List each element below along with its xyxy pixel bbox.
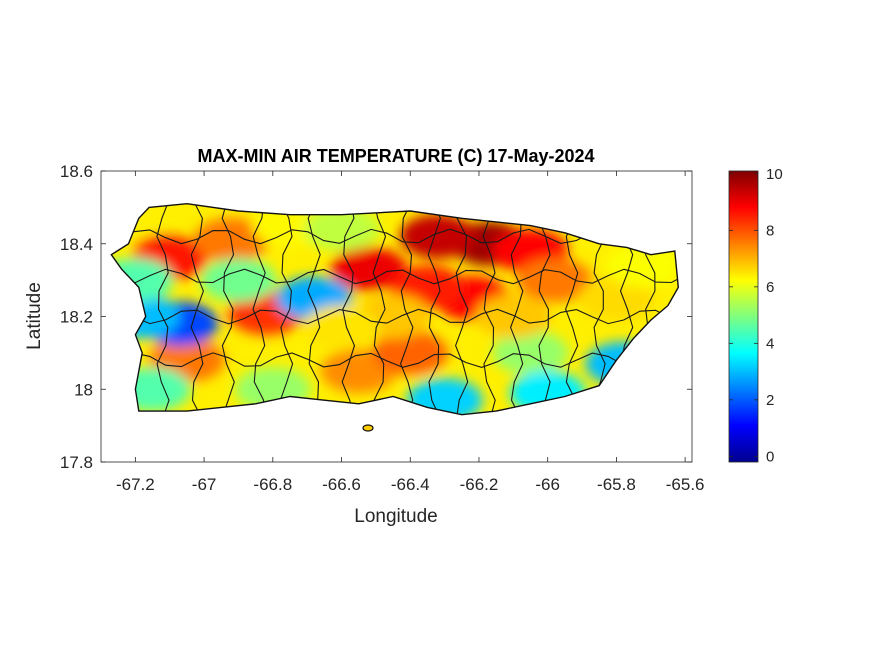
municipality-boundary	[482, 203, 496, 415]
x-tick-label: -66.4	[391, 475, 430, 494]
municipality-boundary	[400, 203, 414, 415]
x-tick-label: -67	[192, 475, 217, 494]
x-tick-label: -67.2	[116, 475, 155, 494]
field-hotspot	[303, 305, 380, 350]
municipality-boundary	[252, 203, 266, 415]
y-axis-ticks: 17.8 18 18.2 18.4 18.6	[60, 162, 692, 472]
field-hotspots	[111, 203, 679, 415]
y-axis-label: Latitude	[24, 282, 45, 350]
colorbar-tick-label: 10	[766, 166, 783, 183]
field-hotspot	[399, 214, 476, 259]
municipality-boundary	[117, 308, 679, 325]
municipality-boundary	[118, 268, 679, 285]
municipality-boundary	[510, 203, 524, 415]
caja-de-muertos-island	[362, 424, 374, 432]
chart-title: MAX-MIN AIR TEMPERATURE (C) 17-May-2024	[197, 146, 594, 166]
colorbar-tick-label: 0	[766, 448, 774, 465]
field-hotspot	[605, 243, 679, 288]
municipality-boundary	[455, 203, 469, 415]
temperature-field	[111, 203, 679, 415]
colorbar-tick-label: 8	[766, 222, 774, 239]
field-hotspot	[516, 258, 593, 303]
municipality-boundary	[221, 203, 235, 415]
colorbar-tick-label: 6	[766, 279, 774, 296]
field-hotspot	[578, 276, 655, 321]
municipality-boundary	[156, 203, 170, 415]
x-axis-ticks: -67.2 -67 -66.8 -66.6 -66.4 -66.2 -66 -65.8 -65.…	[116, 171, 705, 494]
x-tick-label: -66.6	[322, 475, 361, 494]
colorbar-tick-label: 4	[766, 335, 774, 352]
municipality-boundary	[372, 203, 387, 415]
x-tick-label: -66	[535, 475, 560, 494]
municipality-boundary	[427, 203, 441, 415]
field-hotspot	[492, 330, 569, 375]
municipality-boundary	[279, 203, 294, 415]
colorbar-tick-label: 2	[766, 392, 774, 409]
y-tick-label: 18.2	[60, 308, 93, 327]
y-tick-label: 18.4	[60, 235, 93, 254]
y-tick-label: 18.6	[60, 162, 93, 181]
x-tick-label: -66.8	[253, 475, 292, 494]
field-hotspot	[200, 258, 277, 303]
municipality-boundary	[341, 203, 356, 415]
field-hotspot	[331, 247, 408, 292]
municipality-boundary	[565, 203, 579, 415]
field-hotspot	[372, 330, 449, 375]
colorbar-ticks: 0 2 4 6 8 10	[729, 166, 783, 465]
municipality-boundary	[117, 352, 679, 368]
field-hotspot	[475, 294, 552, 339]
colorbar	[728, 170, 759, 463]
x-tick-label: -65.6	[666, 475, 705, 494]
municipality-boundary	[307, 203, 321, 415]
y-tick-label: 17.8	[60, 453, 93, 472]
y-tick-label: 18	[74, 380, 93, 399]
x-tick-label: -66.2	[460, 475, 499, 494]
x-tick-label: -65.8	[597, 475, 636, 494]
x-axis-label: Longitude	[354, 506, 437, 527]
island-outline	[110, 202, 680, 416]
municipality-boundary	[190, 203, 204, 415]
